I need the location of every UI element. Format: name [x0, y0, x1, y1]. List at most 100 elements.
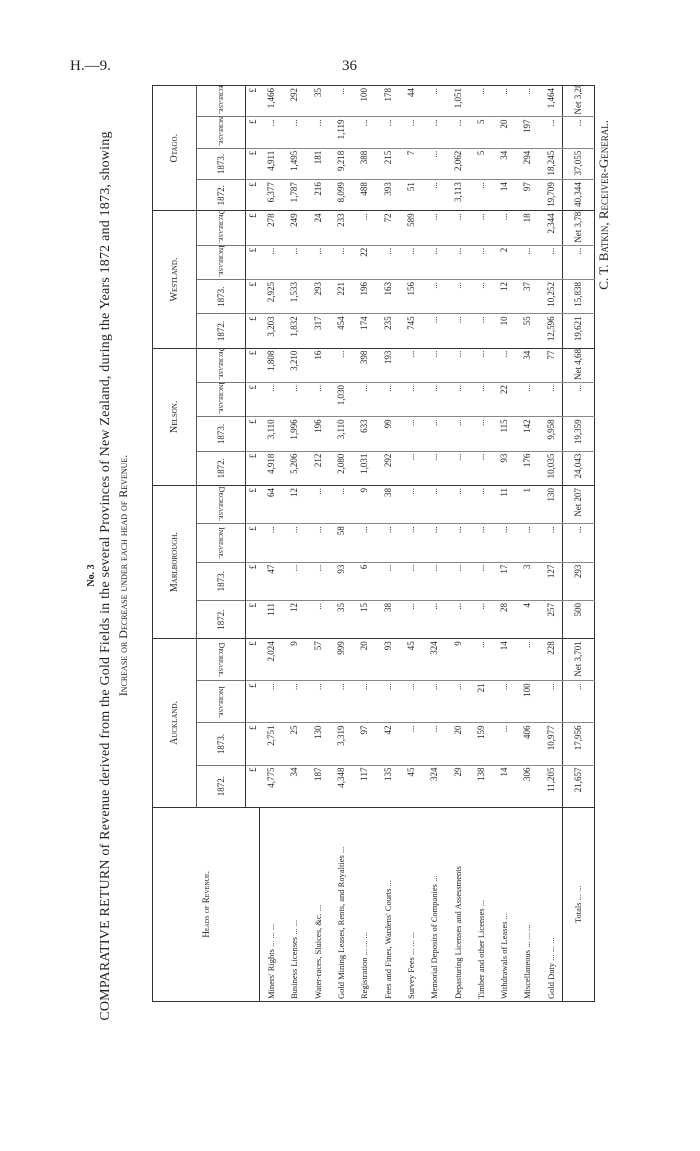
table-cell: ...: [469, 85, 493, 117]
table-cell: 1,119: [329, 116, 353, 149]
table-cell: 17,956: [562, 722, 595, 766]
table-cell: 7: [399, 148, 423, 180]
table-cell: ...: [399, 416, 423, 452]
column-header: Increase.: [196, 680, 246, 723]
table-cell: ...: [469, 348, 493, 383]
table-row: Withdrawals of Leases ... 14...... 14 28 17.…: [492, 85, 516, 1002]
table-cell: ...: [399, 523, 423, 563]
table-cell: 37: [515, 279, 540, 314]
table-cell: 156: [399, 279, 423, 314]
table-cell: 10,035: [539, 451, 563, 486]
table-row: Registration ... ... ... 117 97... 20 15 6...…: [352, 85, 376, 1002]
table-cell: ...: [469, 382, 493, 417]
currency-symbol: £: [245, 148, 259, 180]
table-cell: ...: [329, 680, 353, 723]
table-cell: ...: [399, 116, 423, 149]
table-cell: ...: [469, 485, 493, 524]
table-cell: ...: [445, 680, 470, 723]
table-cell: 20: [445, 722, 470, 766]
table-cell: 35: [306, 85, 330, 117]
table-cell: 3,113: [445, 179, 470, 211]
province-header: Nelson.: [152, 348, 197, 486]
revenue-head-label: Memorial Deposits of Companies ...: [429, 875, 440, 999]
table-cell: ...: [375, 382, 400, 417]
table-cell: ...: [259, 382, 283, 417]
table-cell: ...: [399, 451, 423, 486]
table-cell: 406: [515, 722, 540, 766]
revenue-head-label: Miners' Rights ... ... ...: [266, 923, 277, 999]
table-cell: ...: [422, 451, 446, 486]
table-cell: 9,958: [539, 416, 563, 452]
table-cell: 3,110: [259, 416, 283, 452]
table-cell: ...: [375, 116, 400, 149]
table-cell: 187: [306, 765, 330, 808]
table-cell: 100: [515, 680, 540, 723]
table-cell: 28: [492, 600, 516, 639]
table-cell: ...: [445, 313, 470, 349]
revenue-head-label: Withdrawals of Leases ...: [499, 912, 510, 999]
table-cell: 1: [515, 485, 540, 524]
table-cell: 1,832: [282, 313, 307, 349]
table-cell: ...: [399, 382, 423, 417]
table-cell: 3: [515, 562, 540, 601]
table-cell: 38: [375, 485, 400, 524]
currency-symbol: £: [245, 600, 259, 639]
table-cell: 2: [492, 245, 516, 280]
table-cell: 12,596: [539, 313, 563, 349]
table-cell: 9: [352, 485, 376, 524]
currency-symbol: £: [245, 313, 259, 349]
table-cell: 1,996: [282, 416, 307, 452]
table-cell: 176: [515, 451, 540, 486]
table-cell: 34: [492, 148, 516, 180]
table-cell: 10,252: [539, 279, 563, 314]
table-cell: 4,911: [259, 148, 283, 180]
table-cell: ...: [306, 523, 330, 563]
table-cell: 6,377: [259, 179, 283, 211]
totals-row: Totals ... ... 21,657 17,956... Net 3,701 50…: [562, 85, 595, 1002]
column-header: 1873.: [196, 279, 246, 314]
province-header: Otago.: [152, 85, 197, 211]
table-cell: 393: [375, 179, 400, 211]
table-cell: 130: [539, 485, 563, 524]
table-cell: ...: [492, 85, 516, 117]
table-cell: 55: [515, 313, 540, 349]
table-cell: ...: [282, 245, 307, 280]
table-cell: ...: [469, 416, 493, 452]
table-cell: 93: [375, 638, 400, 681]
table-row: Miscellaneous ... ... ... 306 406 100... 4 3.…: [515, 85, 540, 1002]
table-subtitle: Increase or Decrease under each head of …: [116, 454, 130, 697]
table-cell: 292: [282, 85, 307, 117]
column-header-label: 1873.: [216, 571, 226, 592]
table-cell: 17: [492, 562, 516, 601]
table-cell: ...: [306, 382, 330, 417]
table-cell: ...: [329, 245, 353, 280]
table-cell: Net 3,783: [562, 210, 595, 246]
revenue-head-label: Fees and Fines, Wardens' Courts ...: [382, 880, 393, 999]
column-header: 1873.: [196, 562, 246, 601]
table-cell: ...: [422, 722, 446, 766]
revenue-head-label: Miscellaneous ... ... ...: [522, 924, 533, 999]
table-cell: ...: [445, 348, 470, 383]
column-header: 1873.: [196, 148, 246, 180]
table-cell: 12: [282, 600, 307, 639]
column-header-label: 1873.: [216, 733, 226, 755]
table-cell: 5: [469, 116, 493, 149]
table-cell: 306: [515, 765, 540, 808]
table-cell: ...: [375, 562, 400, 601]
column-header: Increase.: [196, 382, 246, 417]
table-cell: 1,495: [282, 148, 307, 180]
table-cell: ...: [445, 416, 470, 452]
column-header-label: Decrease.: [217, 642, 226, 678]
currency-symbol: £: [245, 382, 259, 417]
table-cell: 2,024: [259, 638, 283, 681]
table-cell: ...: [562, 245, 595, 280]
table-row: Fees and Fines, Wardens' Courts ... 135 42…: [375, 85, 400, 1002]
table-cell: 292: [375, 451, 400, 486]
table-cell: 197: [515, 116, 540, 149]
table-cell: 9: [282, 638, 307, 681]
table-cell: ...: [492, 210, 516, 246]
table-cell: 97: [352, 722, 376, 766]
table-cell: 14: [492, 638, 516, 681]
table-cell: ...: [469, 523, 493, 563]
column-header: Decrease.: [196, 638, 246, 681]
